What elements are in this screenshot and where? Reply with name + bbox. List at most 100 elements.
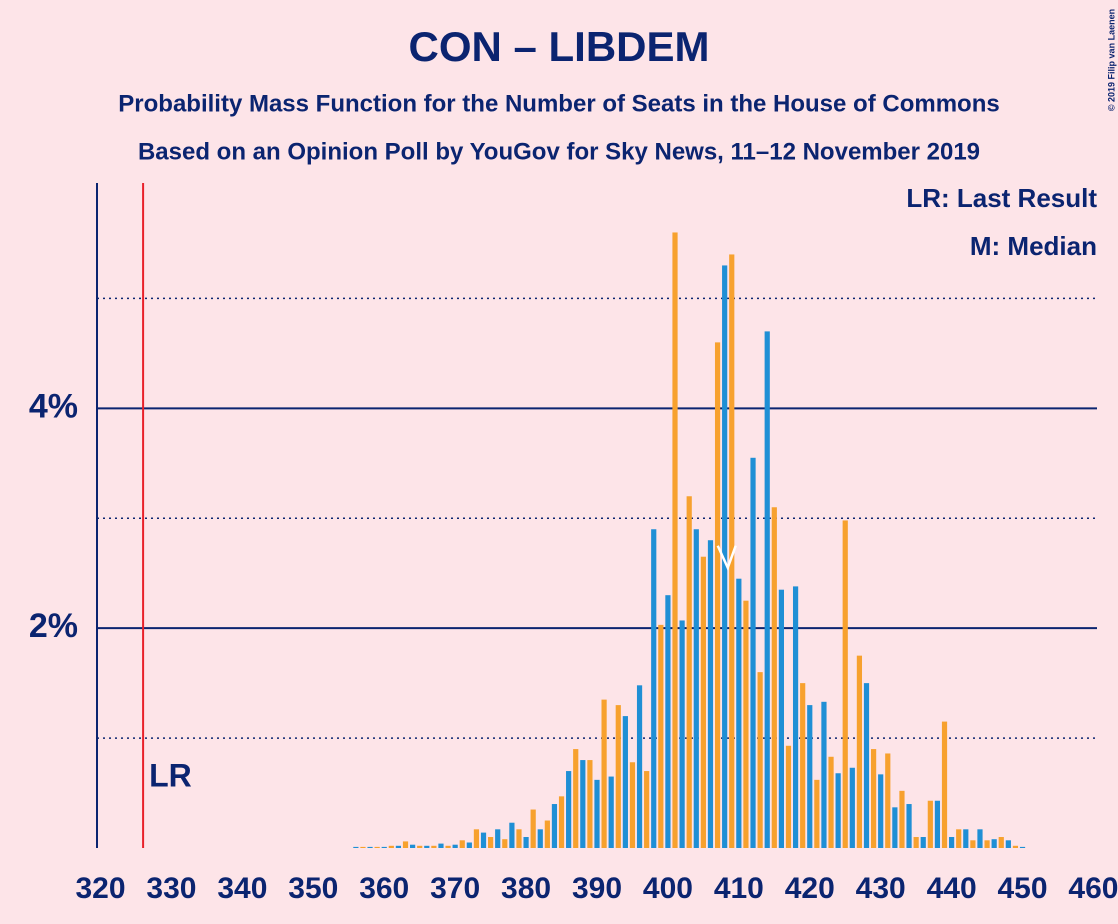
bar	[651, 529, 657, 848]
bar	[424, 845, 430, 848]
x-tick-label: 360	[359, 872, 409, 905]
bar	[502, 839, 508, 848]
bar	[594, 779, 600, 848]
bar	[686, 496, 692, 848]
x-tick-label: 370	[430, 872, 480, 905]
bar	[459, 840, 465, 848]
bar	[899, 790, 905, 848]
bar	[658, 624, 664, 848]
bar	[906, 804, 912, 848]
bar	[495, 829, 501, 848]
bar	[402, 841, 409, 848]
bar	[693, 529, 699, 848]
bar	[800, 683, 806, 848]
bar	[700, 556, 706, 848]
y-tick-label: 4%	[29, 387, 78, 425]
bar	[644, 771, 650, 848]
last-result-label: LR	[149, 757, 192, 793]
bar	[934, 800, 941, 848]
bar	[785, 745, 792, 848]
bar	[445, 845, 451, 848]
bar	[629, 762, 636, 848]
bar	[892, 807, 898, 848]
bar	[778, 589, 784, 848]
bar	[551, 804, 558, 848]
bar	[395, 845, 402, 848]
bar	[707, 540, 714, 848]
bar	[878, 774, 884, 848]
bar	[516, 829, 522, 848]
legend-entry: M: Median	[970, 231, 1097, 261]
bar	[941, 721, 948, 848]
bar	[544, 820, 550, 848]
legend-entry: LR: Last Result	[906, 183, 1097, 213]
bar	[722, 265, 728, 849]
bar	[367, 846, 373, 848]
bar	[764, 331, 770, 848]
bar	[417, 845, 423, 848]
bar	[665, 595, 671, 848]
bar	[856, 655, 863, 848]
bar	[842, 520, 848, 848]
bar	[771, 507, 777, 848]
bar	[466, 842, 472, 848]
bar	[566, 771, 572, 848]
bar	[714, 342, 721, 848]
x-tick-label: 380	[501, 872, 551, 905]
x-tick-label: 340	[217, 872, 267, 905]
bar	[388, 845, 394, 848]
bar	[757, 672, 763, 848]
bar	[537, 829, 543, 848]
bar	[480, 832, 487, 848]
bar	[431, 845, 437, 848]
subtitle: Probability Mass Function for the Number…	[118, 90, 999, 117]
bar	[863, 683, 870, 848]
x-tick-label: 350	[288, 872, 338, 905]
y-tick-label: 2%	[29, 607, 78, 645]
bar	[353, 846, 359, 848]
bar	[622, 716, 628, 848]
bar	[977, 829, 983, 848]
bar	[870, 749, 877, 848]
x-tick-label: 430	[856, 872, 906, 905]
median-marker	[716, 545, 737, 572]
bar	[360, 846, 366, 848]
bar	[636, 685, 643, 848]
bar	[608, 776, 614, 848]
bar	[573, 749, 579, 848]
x-tick-label: 410	[714, 872, 764, 905]
x-tick-label: 320	[76, 872, 126, 905]
subtitle: Based on an Opinion Poll by YouGov for S…	[138, 138, 980, 165]
bar	[821, 701, 827, 848]
bar	[984, 840, 990, 848]
bar	[885, 753, 891, 848]
bar	[452, 844, 458, 848]
bar	[814, 779, 820, 848]
bar	[920, 837, 926, 848]
bar	[956, 829, 962, 848]
bar	[1019, 846, 1026, 848]
x-tick-label: 460	[1068, 872, 1118, 905]
bar	[807, 705, 813, 848]
copyright: © 2019 Filip van Laenen	[1106, 9, 1116, 111]
bar	[963, 829, 969, 848]
bar	[828, 756, 834, 848]
bar	[913, 837, 919, 848]
bar	[530, 809, 536, 848]
bar	[743, 600, 749, 848]
x-tick-label: 390	[572, 872, 622, 905]
bar	[601, 699, 607, 848]
x-tick-label: 440	[927, 872, 977, 905]
bar	[835, 773, 841, 848]
bar	[1005, 840, 1011, 848]
bar	[729, 254, 735, 848]
bar	[849, 767, 855, 848]
bar	[615, 705, 621, 848]
bar	[991, 839, 997, 848]
bar	[580, 760, 586, 848]
bar	[473, 829, 480, 848]
bar	[736, 578, 742, 848]
bar	[927, 800, 933, 848]
